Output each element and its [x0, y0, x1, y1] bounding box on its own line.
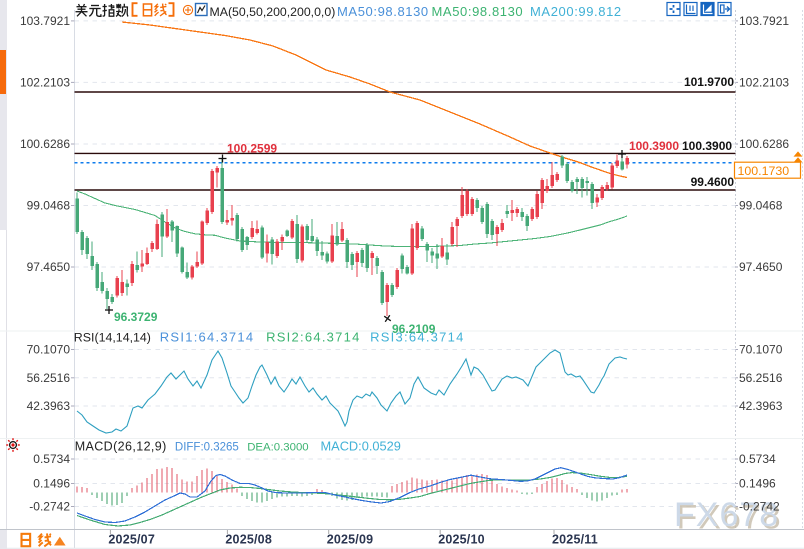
svg-text:102.2103: 102.2103 — [739, 76, 789, 90]
svg-text:96.3729: 96.3729 — [114, 310, 158, 324]
svg-text:MA200:99.812: MA200:99.812 — [530, 4, 622, 19]
svg-text:100.3900: 100.3900 — [682, 139, 732, 153]
svg-text:2025/09: 2025/09 — [327, 533, 374, 547]
svg-text:99.0468: 99.0468 — [739, 199, 783, 213]
svg-text:100.6286: 100.6286 — [739, 137, 789, 151]
svg-text:RSI2:64.3714: RSI2:64.3714 — [266, 330, 361, 345]
svg-text:RSI(14,14,14): RSI(14,14,14) — [74, 331, 151, 345]
svg-text:0.5734: 0.5734 — [739, 452, 776, 466]
svg-text:97.4650: 97.4650 — [27, 260, 71, 274]
svg-text:100.2599: 100.2599 — [227, 142, 277, 156]
svg-text:2025/11: 2025/11 — [552, 533, 598, 547]
svg-text:100.6286: 100.6286 — [20, 137, 70, 151]
svg-text:56.2516: 56.2516 — [739, 371, 783, 385]
svg-text:42.3963: 42.3963 — [27, 399, 71, 413]
svg-text:96.2109: 96.2109 — [392, 322, 436, 336]
svg-text:56.2516: 56.2516 — [27, 371, 71, 385]
svg-text:42.3963: 42.3963 — [739, 399, 783, 413]
svg-text:103.7921: 103.7921 — [739, 14, 789, 28]
svg-text:MA(50,50,200,200,0,0): MA(50,50,200,200,0,0) — [210, 5, 336, 19]
svg-text:70.1070: 70.1070 — [27, 343, 71, 357]
svg-text:0.1496: 0.1496 — [739, 477, 776, 491]
svg-text:MA50:98.8130: MA50:98.8130 — [337, 4, 429, 19]
svg-text:2025/07: 2025/07 — [108, 533, 155, 547]
svg-text:-0.2742: -0.2742 — [29, 500, 70, 514]
svg-text:-0.2742: -0.2742 — [739, 500, 780, 514]
svg-text:103.7921: 103.7921 — [20, 14, 70, 28]
svg-text:0.5734: 0.5734 — [33, 452, 70, 466]
svg-text:DEA:0.3000: DEA:0.3000 — [247, 442, 308, 454]
svg-text:2025/10: 2025/10 — [438, 533, 485, 547]
svg-text:MA50:98.8130: MA50:98.8130 — [432, 4, 524, 19]
svg-text:99.4600: 99.4600 — [691, 175, 735, 189]
svg-text:97.4650: 97.4650 — [739, 260, 783, 274]
svg-text:MACD(26,12,9): MACD(26,12,9) — [75, 440, 167, 454]
svg-text:FX678: FX678 — [677, 499, 782, 537]
svg-text:MACD:0.0529: MACD:0.0529 — [321, 439, 401, 454]
svg-text:RSI3:64.3714: RSI3:64.3714 — [370, 330, 465, 345]
svg-text:102.2103: 102.2103 — [20, 76, 70, 90]
svg-text:100.3900: 100.3900 — [629, 139, 679, 153]
svg-text:RSI1:64.3714: RSI1:64.3714 — [160, 330, 255, 345]
svg-text:99.0468: 99.0468 — [27, 199, 71, 213]
svg-text:70.1070: 70.1070 — [739, 343, 783, 357]
svg-text:DIFF:0.3265: DIFF:0.3265 — [175, 442, 239, 454]
svg-text:FX678: FX678 — [674, 496, 779, 534]
svg-text:101.9700: 101.9700 — [684, 75, 734, 89]
svg-text:100.1730: 100.1730 — [738, 164, 790, 178]
svg-text:2025/08: 2025/08 — [225, 533, 272, 547]
svg-text:0.1496: 0.1496 — [33, 477, 70, 491]
